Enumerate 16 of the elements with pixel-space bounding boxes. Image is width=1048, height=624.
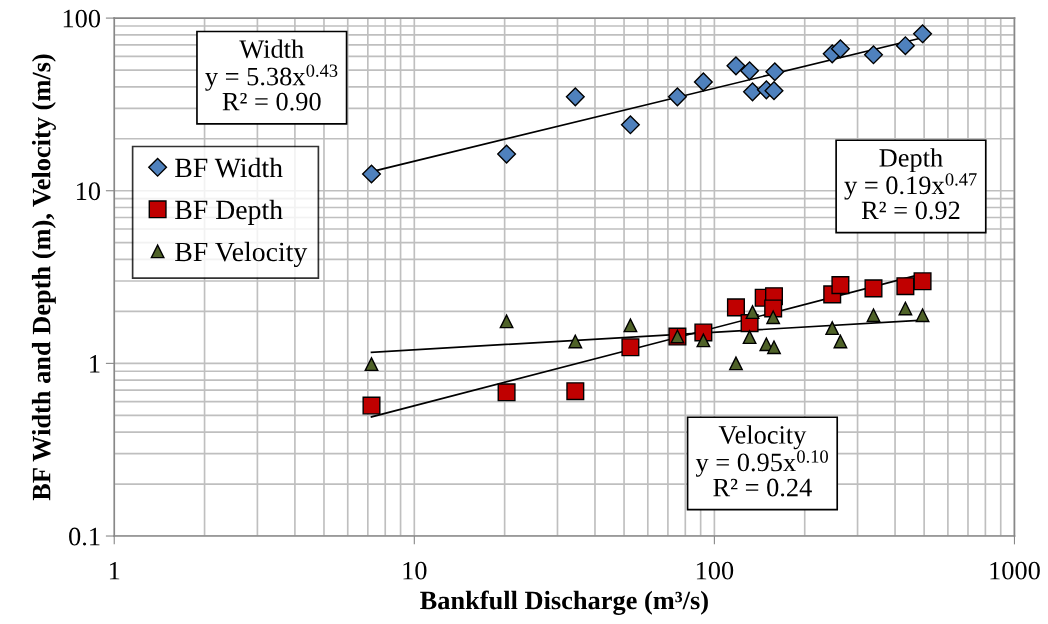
y-tick-label: 0.1 (69, 527, 100, 546)
x-axis-title: Bankfull Discharge (m³/s) (420, 590, 708, 615)
annotation: Width y = 5.38x$^{0.43}$ R² = 0.90 (205, 39, 338, 111)
y-tick-label: 100 (63, 9, 101, 28)
x-tick-label: 1000 (990, 561, 1040, 580)
legend-label: BF Depth (175, 199, 283, 225)
x-tick-label: 100 (696, 561, 734, 580)
annotation: Velocity y = 0.95x$^{0.10}$ R² = 0.24 (695, 425, 828, 497)
annotation: Depth y = 0.19x$^{0.47}$ R² = 0.92 (844, 148, 977, 220)
y-tick-label: 1 (90, 355, 100, 373)
y-tick-label: 10 (76, 182, 101, 201)
legend-label: BF Velocity (175, 241, 308, 268)
legend-label: BF Width (175, 157, 283, 178)
x-tick-label: 10 (403, 561, 427, 580)
y-axis-title: BF Width and Depth (m), Velocity (m/s) (31, 54, 56, 501)
x-tick-label: 1 (109, 561, 120, 580)
